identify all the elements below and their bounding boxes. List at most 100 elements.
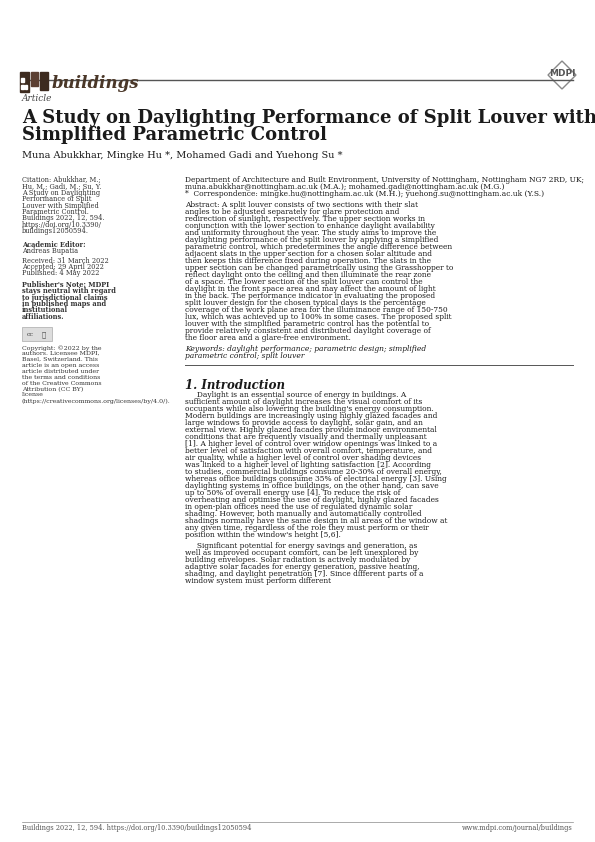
- Text: cc: cc: [27, 332, 33, 337]
- Text: article is an open access: article is an open access: [22, 363, 99, 368]
- Text: parametric control, which predetermines the angle difference between: parametric control, which predetermines …: [185, 243, 452, 251]
- Text: Daylight is an essential source of energy in buildings. A: Daylight is an essential source of energ…: [185, 392, 406, 399]
- Text: A Study on Daylighting Performance of Split Louver with: A Study on Daylighting Performance of Sp…: [22, 109, 595, 127]
- Text: sufficient amount of daylight increases the visual comfort of its: sufficient amount of daylight increases …: [185, 398, 422, 406]
- Text: ⓘ: ⓘ: [42, 330, 46, 338]
- Text: whereas office buildings consume 35% of electrical energy [3]. Using: whereas office buildings consume 35% of …: [185, 475, 447, 483]
- Text: redirection of sunlight, respectively. The upper section works in: redirection of sunlight, respectively. T…: [185, 216, 425, 223]
- Text: Department of Architecture and Built Environment, University of Nottingham, Nott: Department of Architecture and Built Env…: [185, 176, 584, 184]
- Text: the floor area and a glare-free environment.: the floor area and a glare-free environm…: [185, 334, 351, 342]
- Text: Buildings 2022, 12, 594.: Buildings 2022, 12, 594.: [22, 215, 105, 222]
- Text: Publisher's Note: MDPI: Publisher's Note: MDPI: [22, 280, 109, 289]
- Text: daylight in the front space area and may affect the amount of light: daylight in the front space area and may…: [185, 285, 436, 293]
- Text: buildings12050594.: buildings12050594.: [22, 227, 89, 235]
- Text: license: license: [22, 392, 44, 397]
- Text: (https://creativecommons.org/licenses/by/4.0/).: (https://creativecommons.org/licenses/by…: [22, 398, 171, 403]
- Text: up to 50% of overall energy use [4]. To reduce the risk of: up to 50% of overall energy use [4]. To …: [185, 489, 400, 497]
- Text: overheating and optimise the use of daylight, highly glazed facades: overheating and optimise the use of dayl…: [185, 496, 439, 504]
- Text: in published maps and: in published maps and: [22, 300, 106, 308]
- Text: position within the window's height [5,6].: position within the window's height [5,6…: [185, 531, 341, 539]
- Text: article distributed under: article distributed under: [22, 369, 99, 374]
- Text: large windows to provide access to daylight, solar gain, and an: large windows to provide access to dayli…: [185, 419, 423, 427]
- Text: in open-plan offices need the use of regulated dynamic solar: in open-plan offices need the use of reg…: [185, 504, 412, 511]
- Text: Attribution (CC BY): Attribution (CC BY): [22, 386, 83, 392]
- Text: A Study on Daylighting: A Study on Daylighting: [22, 189, 100, 197]
- Text: to jurisdictional claims: to jurisdictional claims: [22, 294, 108, 301]
- Text: 1. Introduction: 1. Introduction: [185, 379, 285, 392]
- Text: external view. Highly glazed facades provide indoor environmental: external view. Highly glazed facades pro…: [185, 426, 437, 434]
- Bar: [22, 328, 52, 341]
- Text: shading, and daylight penetration [7]. Since different parts of a: shading, and daylight penetration [7]. S…: [185, 570, 424, 578]
- Text: Abstract: A split louver consists of two sections with their slat: Abstract: A split louver consists of two…: [185, 201, 418, 209]
- Text: window system must perform different: window system must perform different: [185, 578, 331, 585]
- Text: https://doi.org/10.3390/: https://doi.org/10.3390/: [22, 221, 102, 229]
- Text: adaptive solar facades for energy generation, passive heating,: adaptive solar facades for energy genera…: [185, 563, 419, 571]
- Text: Keywords: daylight performance; parametric design; simplified: Keywords: daylight performance; parametr…: [185, 345, 426, 353]
- Text: buildings: buildings: [52, 75, 140, 92]
- Text: Published: 4 May 2022: Published: 4 May 2022: [22, 269, 99, 277]
- Text: Received: 31 March 2022: Received: 31 March 2022: [22, 257, 109, 264]
- Text: parametric control; split louver: parametric control; split louver: [185, 352, 305, 360]
- Text: Simplified Parametric Control: Simplified Parametric Control: [22, 126, 327, 144]
- Bar: [20, 72, 29, 92]
- Text: Academic Editor:: Academic Editor:: [22, 241, 86, 248]
- Text: upper section can be changed parametrically using the Grasshopper to: upper section can be changed parametrica…: [185, 264, 453, 272]
- Bar: [25, 85, 27, 89]
- Text: Louver with Simplified: Louver with Simplified: [22, 201, 99, 210]
- Text: authors. Licensee MDPI,: authors. Licensee MDPI,: [22, 351, 99, 356]
- Text: MDPI: MDPI: [549, 70, 575, 78]
- Bar: [40, 72, 48, 90]
- Text: louver with the simplified parametric control has the potential to: louver with the simplified parametric co…: [185, 320, 429, 328]
- Text: Modern buildings are increasingly using highly glazed facades and: Modern buildings are increasingly using …: [185, 413, 437, 420]
- Text: of the Creative Commons: of the Creative Commons: [22, 381, 102, 386]
- Text: well as improved occupant comfort, can be left unexplored by: well as improved occupant comfort, can b…: [185, 549, 418, 557]
- Bar: [21, 78, 24, 82]
- Text: conditions that are frequently visually and thermally unpleasant: conditions that are frequently visually …: [185, 433, 427, 441]
- Text: Basel, Switzerland. This: Basel, Switzerland. This: [22, 357, 98, 362]
- Text: stays neutral with regard: stays neutral with regard: [22, 287, 116, 296]
- Text: *  Correspondence: mingke.hu@nottingham.ac.uk (M.H.); yuehong.su@nottingham.ac.u: * Correspondence: mingke.hu@nottingham.a…: [185, 190, 544, 199]
- Text: Andreas Bupatia: Andreas Bupatia: [22, 247, 78, 255]
- Text: angles to be adjusted separately for glare protection and: angles to be adjusted separately for gla…: [185, 208, 399, 216]
- Text: reflect daylight onto the ceiling and then illuminate the rear zone: reflect daylight onto the ceiling and th…: [185, 271, 431, 280]
- Text: the terms and conditions: the terms and conditions: [22, 375, 101, 380]
- Text: Accepted: 29 April 2022: Accepted: 29 April 2022: [22, 263, 104, 271]
- Text: Copyright: ©2022 by the: Copyright: ©2022 by the: [22, 345, 102, 351]
- Text: better level of satisfaction with overall comfort, temperature, and: better level of satisfaction with overal…: [185, 447, 432, 456]
- Text: Performance of Split: Performance of Split: [22, 195, 92, 203]
- Text: Buildings 2022, 12, 594. https://doi.org/10.3390/buildings12050594: Buildings 2022, 12, 594. https://doi.org…: [22, 824, 252, 832]
- Text: Citation: Abukkhar, M.;: Citation: Abukkhar, M.;: [22, 176, 101, 184]
- Text: provide relatively consistent and distributed daylight coverage of: provide relatively consistent and distri…: [185, 328, 431, 335]
- Text: lux, which was achieved up to 100% in some cases. The proposed split: lux, which was achieved up to 100% in so…: [185, 313, 452, 321]
- Text: and uniformity throughout the year. The study aims to improve the: and uniformity throughout the year. The …: [185, 229, 436, 237]
- Text: www.mdpi.com/journal/buildings: www.mdpi.com/journal/buildings: [462, 824, 573, 832]
- Bar: [21, 85, 24, 89]
- Text: coverage of the work plane area for the illuminance range of 150-750: coverage of the work plane area for the …: [185, 306, 447, 314]
- Text: to studies, commercial buildings consume 20-30% of overall energy,: to studies, commercial buildings consume…: [185, 468, 442, 477]
- Text: then keeps this difference fixed during operation. The slats in the: then keeps this difference fixed during …: [185, 257, 431, 265]
- Text: building envelopes. Solar radiation is actively modulated by: building envelopes. Solar radiation is a…: [185, 557, 411, 564]
- Text: muna.abukkhar@nottingham.ac.uk (M.A.); mohamed.gadi@nottingham.ac.uk (M.G.): muna.abukkhar@nottingham.ac.uk (M.A.); m…: [185, 184, 505, 191]
- Text: daylighting systems in office buildings, on the other hand, can save: daylighting systems in office buildings,…: [185, 482, 439, 490]
- Text: occupants while also lowering the building's energy consumption.: occupants while also lowering the buildi…: [185, 405, 434, 413]
- Text: shading. However, both manually and automatically controlled: shading. However, both manually and auto…: [185, 510, 422, 518]
- Text: shadings normally have the same design in all areas of the window at: shadings normally have the same design i…: [185, 517, 447, 525]
- Text: air quality, while a higher level of control over shading devices: air quality, while a higher level of con…: [185, 454, 421, 462]
- Text: in the back. The performance indicator in evaluating the proposed: in the back. The performance indicator i…: [185, 292, 435, 301]
- Text: Article: Article: [22, 94, 52, 103]
- Text: any given time, regardless of the role they must perform or their: any given time, regardless of the role t…: [185, 525, 429, 532]
- Text: of a space. The lower section of the split louver can control the: of a space. The lower section of the spl…: [185, 278, 422, 286]
- Text: Parametric Control.: Parametric Control.: [22, 208, 89, 216]
- Text: [1]. A higher level of control over window openings was linked to a: [1]. A higher level of control over wind…: [185, 440, 437, 448]
- Text: affiliations.: affiliations.: [22, 312, 64, 321]
- Text: institutional: institutional: [22, 306, 68, 314]
- Text: split louver design for the chosen typical days is the percentage: split louver design for the chosen typic…: [185, 299, 426, 307]
- Bar: [31, 72, 38, 86]
- Text: was linked to a higher level of lighting satisfaction [2]. According: was linked to a higher level of lighting…: [185, 461, 431, 469]
- Text: daylighting performance of the split louver by applying a simplified: daylighting performance of the split lou…: [185, 237, 439, 244]
- Text: Hu, M.; Gadi, M.; Su, Y.: Hu, M.; Gadi, M.; Su, Y.: [22, 183, 101, 190]
- Text: Significant potential for energy savings and generation, as: Significant potential for energy savings…: [185, 542, 417, 550]
- Text: adjacent slats in the upper section for a chosen solar altitude and: adjacent slats in the upper section for …: [185, 250, 432, 258]
- Text: conjunction with the lower section to enhance daylight availability: conjunction with the lower section to en…: [185, 222, 435, 230]
- Text: Muna Abukkhar, Mingke Hu *, Mohamed Gadi and Yuehong Su *: Muna Abukkhar, Mingke Hu *, Mohamed Gadi…: [22, 151, 343, 160]
